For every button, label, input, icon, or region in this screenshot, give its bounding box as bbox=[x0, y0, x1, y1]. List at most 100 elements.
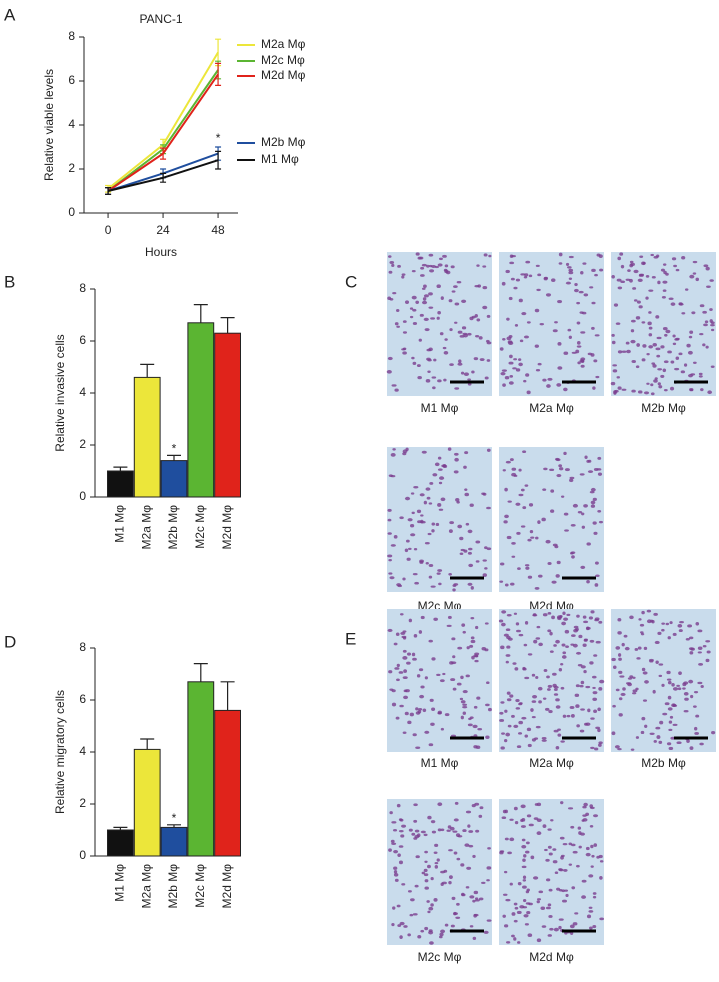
cell bbox=[617, 386, 622, 390]
cell bbox=[693, 690, 699, 694]
cell bbox=[509, 354, 513, 359]
cell bbox=[656, 254, 660, 258]
cell bbox=[630, 339, 636, 344]
cell bbox=[578, 290, 584, 294]
cell bbox=[524, 621, 529, 625]
cell bbox=[629, 615, 634, 620]
cell bbox=[481, 647, 487, 651]
cell bbox=[399, 935, 403, 939]
cell bbox=[657, 280, 661, 285]
cell bbox=[683, 681, 689, 685]
cell bbox=[448, 299, 453, 303]
bar bbox=[214, 709, 241, 857]
cell bbox=[448, 529, 453, 533]
error-bar bbox=[140, 738, 155, 750]
cell bbox=[402, 676, 408, 680]
cell bbox=[595, 574, 600, 578]
cell bbox=[415, 707, 419, 711]
cell bbox=[666, 670, 671, 675]
cell bbox=[428, 906, 434, 911]
cell bbox=[660, 268, 665, 272]
cell bbox=[427, 910, 431, 914]
cell bbox=[406, 539, 410, 543]
cell bbox=[459, 552, 464, 555]
cell bbox=[694, 732, 700, 735]
cell bbox=[459, 536, 464, 541]
cell bbox=[522, 906, 528, 909]
cell bbox=[483, 253, 488, 257]
cell bbox=[585, 685, 591, 689]
cell bbox=[408, 828, 413, 832]
cell bbox=[588, 874, 594, 878]
cell bbox=[611, 731, 616, 736]
cell bbox=[478, 814, 483, 818]
cell bbox=[558, 918, 564, 921]
cell bbox=[513, 286, 518, 290]
cell bbox=[644, 680, 649, 684]
cell bbox=[660, 345, 665, 349]
cell bbox=[499, 851, 504, 855]
x-tick-label: M2b Mφ bbox=[166, 505, 180, 550]
cell bbox=[439, 332, 444, 336]
cell bbox=[508, 381, 514, 385]
cell bbox=[443, 869, 448, 873]
cell bbox=[562, 899, 567, 903]
cell bbox=[478, 336, 483, 340]
cell bbox=[555, 639, 560, 644]
cell bbox=[580, 271, 584, 275]
cell bbox=[504, 870, 508, 874]
cell bbox=[697, 646, 703, 650]
cell bbox=[527, 653, 533, 656]
cell bbox=[474, 655, 479, 658]
cell bbox=[650, 383, 654, 387]
cell bbox=[533, 876, 539, 880]
cell bbox=[413, 634, 418, 638]
y-tick-label: 4 bbox=[79, 385, 86, 399]
cell bbox=[529, 529, 534, 534]
cell bbox=[437, 379, 442, 383]
cell bbox=[401, 824, 407, 828]
cell bbox=[568, 842, 573, 846]
cell bbox=[692, 272, 697, 275]
cell bbox=[646, 609, 652, 613]
cell bbox=[397, 924, 402, 928]
cell bbox=[460, 548, 465, 552]
cell bbox=[418, 668, 424, 672]
cell bbox=[592, 675, 597, 679]
cell bbox=[563, 869, 568, 872]
cell bbox=[580, 359, 585, 363]
cell bbox=[411, 832, 416, 836]
cell bbox=[667, 695, 672, 700]
cell bbox=[468, 830, 474, 833]
cell bbox=[654, 377, 658, 380]
cell bbox=[428, 930, 434, 935]
cell bbox=[524, 923, 529, 926]
cell bbox=[648, 311, 652, 314]
cell bbox=[577, 361, 581, 365]
cell bbox=[520, 488, 525, 492]
cell bbox=[672, 334, 676, 338]
cell bbox=[475, 560, 480, 563]
cell bbox=[595, 726, 601, 730]
cell bbox=[586, 914, 592, 919]
cell bbox=[411, 295, 417, 300]
cell bbox=[639, 255, 644, 258]
cell bbox=[548, 852, 553, 856]
cell bbox=[465, 674, 470, 678]
cell bbox=[486, 866, 492, 870]
cell bbox=[558, 925, 562, 930]
cell bbox=[541, 737, 547, 740]
cell bbox=[411, 652, 416, 657]
cell bbox=[415, 252, 420, 256]
cell bbox=[657, 382, 661, 386]
micrograph bbox=[387, 447, 492, 592]
cell bbox=[439, 476, 445, 480]
x-tick-label: M2d Mφ bbox=[220, 505, 234, 550]
cell bbox=[522, 899, 527, 903]
cell bbox=[524, 564, 530, 567]
micrograph-background bbox=[611, 252, 716, 396]
y-tick-label: 4 bbox=[79, 744, 86, 758]
cell bbox=[484, 567, 488, 570]
legend-label: M2c Mφ bbox=[261, 53, 305, 67]
cell bbox=[589, 639, 595, 643]
